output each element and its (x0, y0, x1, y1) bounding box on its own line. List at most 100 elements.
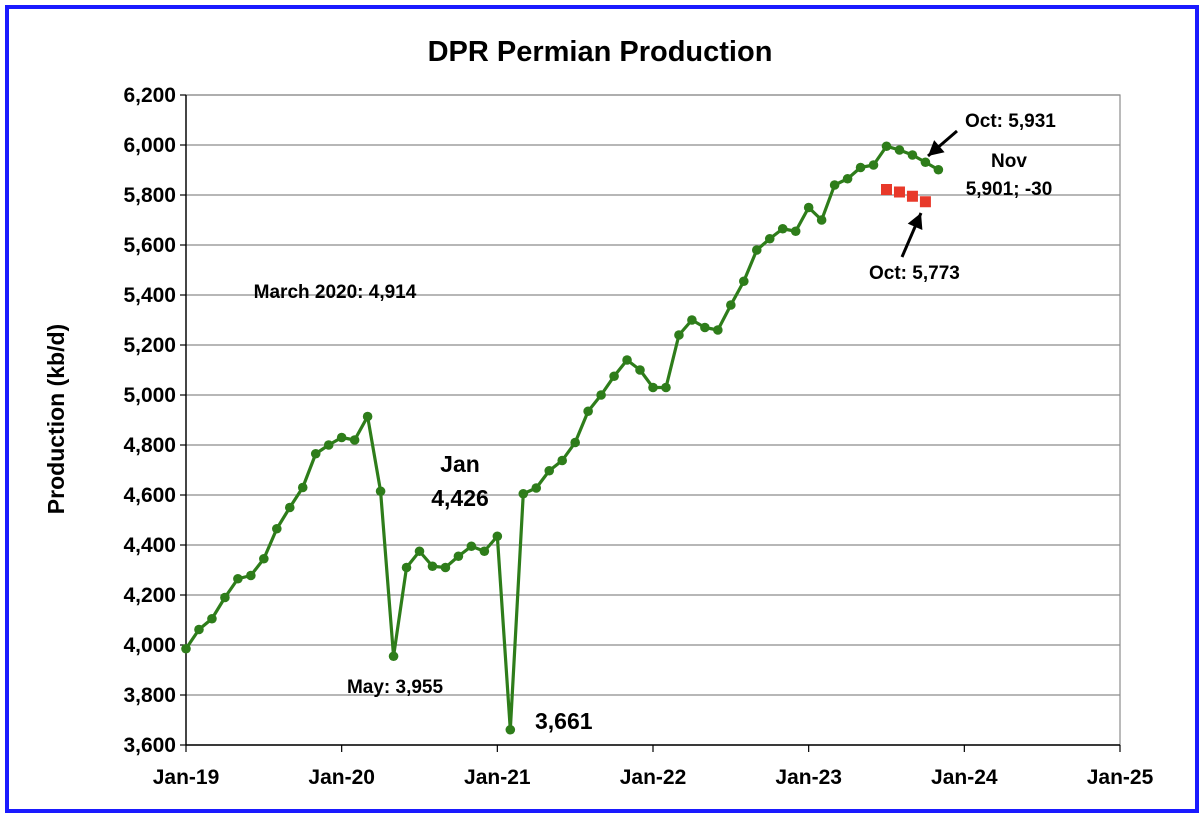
data-point (816, 215, 827, 225)
data-point (868, 160, 879, 170)
data-point (894, 145, 905, 155)
data-point (284, 502, 295, 513)
data-point (570, 437, 580, 448)
data-point-square (906, 190, 918, 202)
data-point (453, 551, 464, 562)
data-point (479, 546, 490, 557)
data-point (855, 162, 866, 173)
y-tick-label: 4,000 (123, 634, 176, 657)
y-tick-label: 6,000 (123, 134, 176, 157)
chart-frame: DPR Permian Production Production (kb/d)… (5, 5, 1199, 813)
data-point (336, 432, 347, 443)
data-point (440, 562, 451, 573)
data-point-square (881, 184, 892, 195)
chart: DPR Permian Production Production (kb/d)… (43, 36, 1154, 789)
data-point (596, 390, 606, 400)
y-tick-label: 5,600 (123, 234, 176, 257)
data-point (907, 150, 918, 160)
data-point (700, 322, 710, 333)
data-point (726, 300, 736, 310)
data-point (323, 440, 334, 450)
x-tick-label: Jan-23 (775, 766, 842, 789)
data-point (544, 465, 555, 476)
arrow-oct-green (927, 129, 958, 158)
data-point (687, 315, 697, 325)
data-point (414, 546, 425, 557)
data-point (220, 592, 230, 603)
y-tick-label: 4,600 (123, 484, 176, 507)
y-axis-label: Production (kb/d) (43, 324, 69, 514)
annotation-march2020: March 2020: 4,914 (254, 282, 417, 303)
annotation-oct_red: Oct: 5,773 (869, 263, 960, 284)
axes: 3,600 3,800 4,000 4,200 4,400 4,600 4,800 5,000… (123, 84, 1153, 789)
data-point (829, 180, 840, 190)
data-point (349, 435, 360, 445)
data-point (842, 173, 853, 184)
data-point (388, 651, 399, 662)
data-point (635, 365, 645, 375)
data-point-square (893, 186, 905, 198)
data-point (739, 276, 749, 287)
data-point (233, 573, 243, 584)
data-point (505, 724, 516, 735)
gridlines (185, 94, 1121, 746)
data-point (777, 223, 788, 234)
data-point (881, 141, 892, 152)
data-point (246, 570, 256, 581)
y-tick-label: 3,600 (123, 734, 176, 757)
chart-title: DPR Permian Production (428, 36, 773, 68)
annotation-may2020: May: 3,955 (347, 677, 444, 698)
data-point (492, 531, 503, 542)
data-point (310, 448, 321, 459)
data-point (920, 157, 931, 168)
data-point (764, 233, 775, 244)
x-tick-label: Jan-20 (308, 766, 375, 789)
data-point (713, 325, 723, 335)
data-point (790, 226, 801, 237)
annotations: March 2020: 4,914 May: 3,955 Jan 4,426 3,661… (254, 111, 1057, 734)
data-point (557, 455, 567, 466)
annotation-oct_green: Oct: 5,931 (965, 111, 1056, 132)
x-tick-label: Jan-25 (1087, 766, 1154, 789)
data-point (609, 371, 619, 382)
data-point (648, 382, 658, 393)
x-tick-label: Jan-21 (464, 766, 531, 789)
y-tick-label: 5,200 (123, 334, 176, 357)
x-tick-label: Jan-22 (620, 766, 687, 789)
data-point (661, 382, 671, 393)
data-point (272, 523, 282, 534)
data-point (583, 406, 593, 417)
data-point (531, 483, 542, 493)
series-layer (181, 141, 944, 735)
y-tick-label: 3,800 (123, 684, 176, 707)
data-point (803, 202, 814, 213)
data-point (933, 164, 944, 175)
data-point (194, 624, 204, 635)
data-point (622, 355, 632, 365)
data-point (401, 562, 412, 573)
data-point (466, 541, 477, 552)
annotation-jan2021: Jan 4,426 (431, 451, 489, 511)
data-point (181, 643, 191, 654)
data-point (518, 488, 529, 499)
y-tick-label: 6,200 (123, 84, 176, 107)
data-point (375, 486, 386, 497)
y-tick-label: 4,200 (123, 584, 176, 607)
y-tick-label: 5,400 (123, 284, 176, 307)
x-tick-label: Jan-24 (931, 766, 998, 789)
data-point (297, 482, 308, 493)
annotation-nov_green: Nov 5,901; -30 (966, 151, 1053, 200)
annotation-low2021: 3,661 (535, 708, 593, 734)
series-line-0 (184, 144, 940, 732)
arrow-oct-red (900, 212, 923, 258)
data-point (751, 245, 762, 255)
data-point (674, 330, 684, 340)
y-tick-label: 5,800 (123, 184, 176, 207)
x-tick-label: Jan-19 (153, 766, 220, 789)
y-tick-label: 5,000 (123, 384, 176, 407)
y-tick-label: 4,800 (123, 434, 176, 457)
data-point (362, 411, 373, 422)
data-point (427, 561, 438, 572)
data-point (207, 613, 217, 624)
y-tick-label: 4,400 (123, 534, 176, 557)
